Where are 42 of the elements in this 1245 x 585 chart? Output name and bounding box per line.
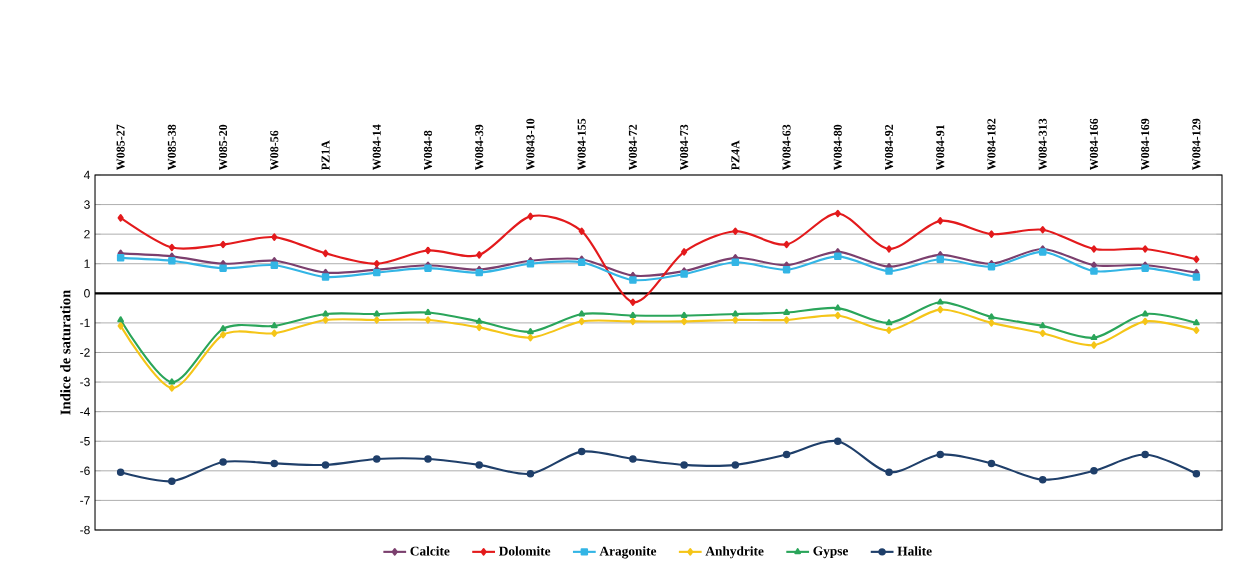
x-tick-label: W084-169: [1141, 118, 1150, 171]
x-tick-label: W084-129: [1192, 118, 1201, 171]
x-tick-label: W084-39: [475, 124, 484, 171]
y-tick-label: -2: [80, 348, 90, 357]
x-tick-label: W084-155: [577, 118, 586, 171]
legend-label: Halite: [897, 546, 932, 556]
legend-label: Anhydrite: [705, 546, 764, 559]
x-tick-label: W084-8: [423, 130, 433, 171]
x-tick-label: PZ1A: [321, 140, 330, 171]
x-tick-label: W084-182: [987, 118, 996, 171]
x-tick-label: W085-27: [116, 124, 125, 171]
y-tick-label: -7: [80, 496, 90, 505]
x-tick-label: W08-56: [270, 130, 279, 171]
x-tick-label: PZ4A: [731, 140, 740, 171]
legend-label: Gypse: [813, 546, 849, 559]
y-tick-label: -8: [80, 525, 90, 535]
x-tick-label: W084-91: [936, 124, 945, 171]
x-tick-label: W085-20: [218, 124, 228, 171]
y-tick-label: -4: [80, 407, 90, 416]
legend-label: Aragonite: [599, 546, 657, 559]
x-tick-label: W0843-10: [526, 118, 535, 171]
legend-label: Calcite: [410, 546, 450, 556]
y-tick-label: 4: [83, 170, 90, 180]
x-tick-label: W084-63: [782, 124, 791, 171]
y-tick-label: 3: [84, 200, 90, 209]
x-tick-label: W084-14: [372, 124, 381, 171]
x-tick-label: W084-73: [680, 124, 689, 171]
y-tick-label: -3: [80, 377, 90, 387]
y-tick-label: 0: [84, 289, 90, 298]
x-tick-label: W084-92: [884, 124, 894, 171]
x-tick-label: W085-38: [167, 124, 176, 171]
y-tick-label: -6: [80, 466, 90, 476]
y-tick-label: -1: [80, 318, 90, 328]
y-tick-label: -5: [80, 437, 90, 446]
y-tick-label: 1: [84, 259, 90, 268]
x-tick-label: W084-80: [833, 124, 842, 171]
legend-label: Dolomite: [498, 546, 551, 556]
y-tick-label: 2: [84, 229, 90, 239]
x-tick-label: W084-72: [628, 124, 637, 171]
x-tick-label: W084-166: [1089, 118, 1099, 171]
x-tick-label: W084-313: [1038, 118, 1047, 171]
y-axis-title: Indice de saturation: [60, 289, 71, 415]
